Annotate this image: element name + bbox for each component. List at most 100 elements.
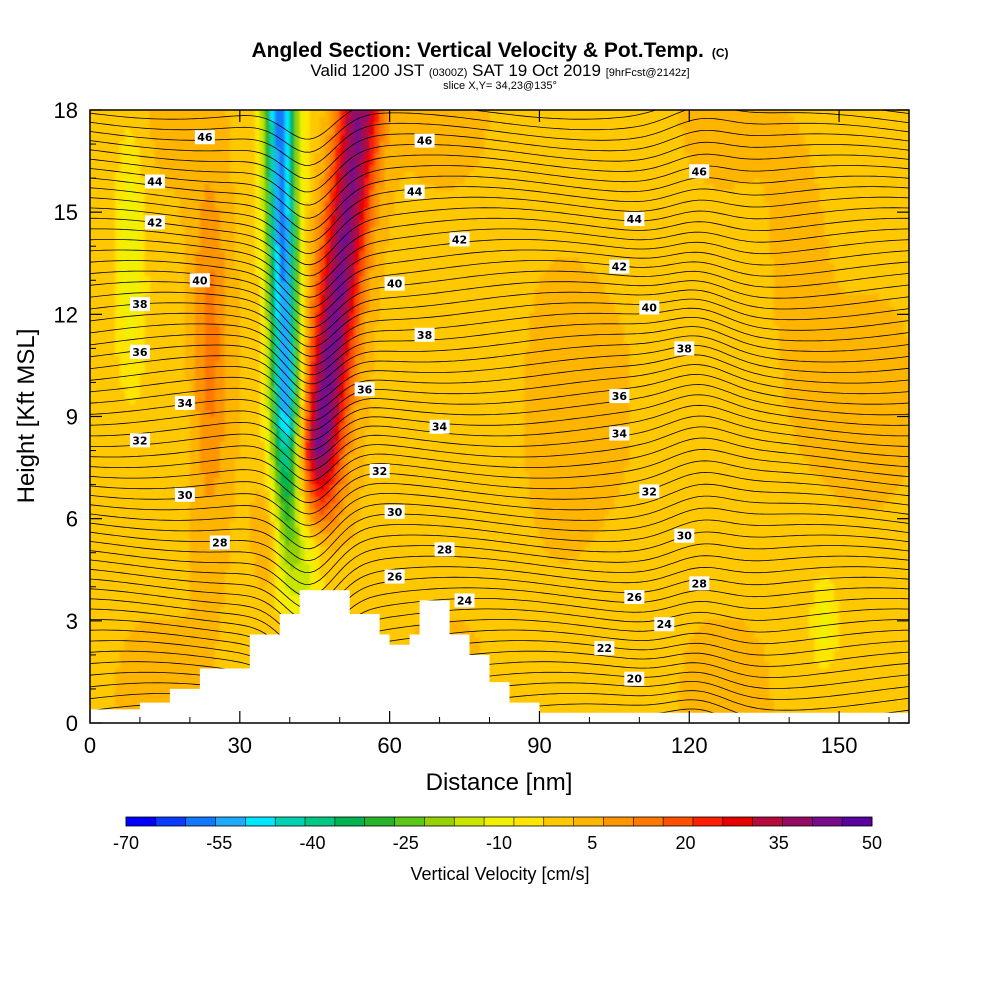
field-cell	[184, 140, 191, 148]
field-cell	[194, 569, 201, 577]
field-cell	[234, 318, 241, 326]
field-cell	[174, 330, 181, 338]
field-cell	[104, 165, 111, 172]
field-cell	[279, 281, 286, 289]
field-cell	[194, 557, 201, 565]
field-cell	[109, 594, 116, 601]
field-cell	[329, 318, 336, 326]
field-cell	[319, 110, 326, 117]
field-cell	[219, 361, 226, 369]
field-cell	[184, 594, 191, 601]
field-cell	[129, 159, 136, 166]
field-cell	[204, 159, 211, 166]
field-cell	[284, 110, 291, 117]
field-cell	[304, 477, 311, 485]
field-cell	[114, 483, 121, 491]
field-cell	[144, 238, 151, 246]
field-cell	[109, 128, 116, 136]
field-cell	[209, 453, 216, 461]
field-cell	[109, 680, 116, 687]
field-cell	[239, 563, 246, 571]
field-cell	[90, 649, 96, 657]
field-cell	[124, 557, 131, 565]
field-cell	[149, 367, 156, 375]
field-cell	[129, 686, 136, 693]
field-cell	[184, 183, 191, 191]
field-cell	[174, 293, 181, 301]
field-cell	[164, 404, 171, 411]
field-cell	[284, 159, 291, 166]
field-cell	[234, 355, 241, 362]
field-cell	[149, 349, 156, 356]
field-cell	[189, 526, 196, 534]
field-cell	[164, 441, 171, 448]
field-cell	[299, 146, 306, 154]
field-cell	[119, 673, 126, 681]
field-cell	[294, 324, 301, 332]
field-cell	[129, 404, 136, 411]
field-cell	[279, 324, 286, 332]
field-cell	[169, 379, 176, 387]
field-cell	[114, 514, 121, 522]
field-cell	[159, 483, 166, 491]
field-cell	[289, 275, 296, 283]
field-cell	[279, 502, 286, 510]
field-cell	[209, 422, 216, 430]
field-cell	[194, 287, 201, 295]
field-cell	[279, 391, 286, 399]
field-cell	[214, 263, 221, 270]
field-cell	[194, 422, 201, 430]
field-cell	[224, 582, 231, 589]
field-cell	[109, 324, 116, 332]
field-cell	[259, 238, 266, 246]
field-cell	[244, 208, 251, 215]
field-cell	[189, 355, 196, 362]
field-cell	[104, 477, 111, 485]
field-cell	[219, 122, 226, 129]
field-cell	[184, 287, 191, 295]
field-cell	[279, 263, 286, 270]
field-cell	[334, 471, 341, 479]
field-cell	[114, 698, 121, 706]
field-cell	[144, 330, 151, 338]
field-cell	[274, 146, 281, 154]
field-cell	[134, 189, 141, 197]
field-cell	[224, 330, 231, 338]
field-cell	[289, 367, 296, 375]
field-cell	[254, 422, 261, 430]
field-cell	[239, 140, 246, 148]
field-cell	[294, 496, 301, 503]
field-cell	[204, 643, 211, 651]
field-cell	[294, 220, 301, 228]
field-cell	[319, 146, 326, 154]
field-cell	[189, 600, 196, 608]
field-cell	[149, 667, 156, 675]
field-cell	[304, 324, 311, 332]
field-cell	[109, 379, 116, 387]
field-cell	[214, 238, 221, 246]
field-cell	[134, 631, 141, 638]
field-cell	[269, 441, 276, 448]
field-cell	[90, 342, 96, 350]
field-cell	[294, 189, 301, 197]
field-cell	[159, 637, 166, 644]
field-cell	[144, 514, 151, 522]
field-cell	[90, 177, 96, 185]
field-cell	[99, 226, 106, 234]
field-cell	[229, 306, 236, 313]
field-cell	[169, 306, 176, 313]
field-cell	[284, 496, 291, 503]
field-cell	[329, 428, 336, 436]
field-cell	[269, 189, 276, 197]
field-cell	[249, 257, 256, 264]
field-cell	[194, 594, 201, 601]
field-cell	[314, 575, 321, 583]
field-cell	[329, 355, 336, 362]
field-cell	[179, 306, 186, 313]
field-cell	[104, 459, 111, 467]
field-cell	[319, 300, 326, 307]
field-cell	[154, 128, 161, 136]
field-cell	[169, 128, 176, 136]
field-cell	[114, 116, 121, 123]
field-cell	[239, 465, 246, 473]
